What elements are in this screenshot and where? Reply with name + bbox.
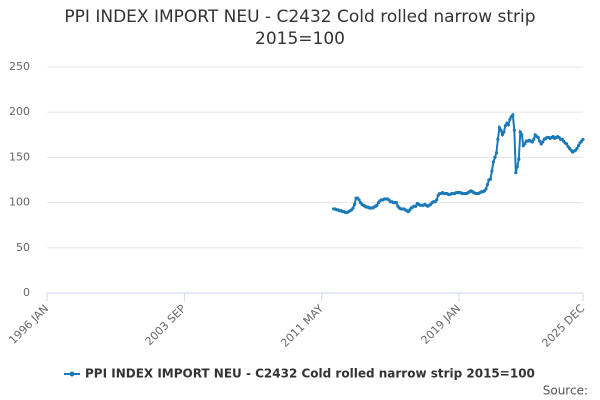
point (532, 137, 536, 141)
point (491, 160, 496, 164)
point (564, 142, 569, 146)
point (523, 142, 527, 146)
y-tick-label: 200 (9, 105, 30, 118)
point (394, 201, 398, 205)
point (494, 151, 499, 155)
point (484, 187, 488, 191)
point (493, 155, 497, 159)
point (496, 137, 500, 141)
chart-title: PPI INDEX IMPORT NEU - C2432 Cold rolled… (64, 7, 536, 49)
y-tick-label: 0 (23, 286, 30, 299)
point (502, 130, 506, 134)
point (506, 123, 510, 127)
point (488, 177, 493, 181)
x-tick-label: 2003 SEP (143, 302, 189, 348)
x-tick-label: 2011 MAY (278, 302, 326, 350)
x-tick-label: 2019 JAN (419, 302, 464, 347)
point (490, 169, 494, 173)
point (375, 203, 379, 207)
point (530, 140, 534, 144)
point (352, 202, 357, 207)
point (581, 137, 585, 141)
source: Source: (543, 384, 588, 398)
x-tick-label: 2025 DEC (539, 302, 587, 350)
point (485, 182, 490, 187)
y-tick-label: 100 (9, 196, 30, 209)
point (515, 164, 519, 169)
y-tick-label: 250 (9, 60, 30, 73)
point (503, 124, 507, 128)
point (499, 128, 503, 132)
point (357, 198, 361, 202)
point (536, 135, 540, 140)
x-tick-label: 1996 JAN (6, 302, 51, 347)
point (508, 117, 512, 122)
point (512, 128, 516, 132)
point (511, 113, 515, 117)
y-tick-label: 150 (9, 150, 30, 163)
point (497, 125, 501, 130)
point (351, 206, 355, 210)
legend-label: PPI INDEX IMPORT NEU - C2432 Cold rolled… (85, 367, 535, 381)
point (520, 133, 524, 137)
y-tick-label: 50 (16, 241, 30, 254)
series-line (333, 112, 584, 214)
legend-marker (69, 371, 75, 377)
legend: PPI INDEX IMPORT NEU - C2432 Cold rolled… (64, 367, 535, 381)
point (518, 130, 522, 134)
point (500, 133, 504, 137)
point (575, 146, 579, 150)
point (541, 140, 545, 144)
point (517, 157, 521, 161)
point (514, 171, 518, 175)
point (435, 198, 439, 202)
point (414, 204, 418, 208)
point (576, 144, 581, 148)
point (538, 139, 542, 143)
